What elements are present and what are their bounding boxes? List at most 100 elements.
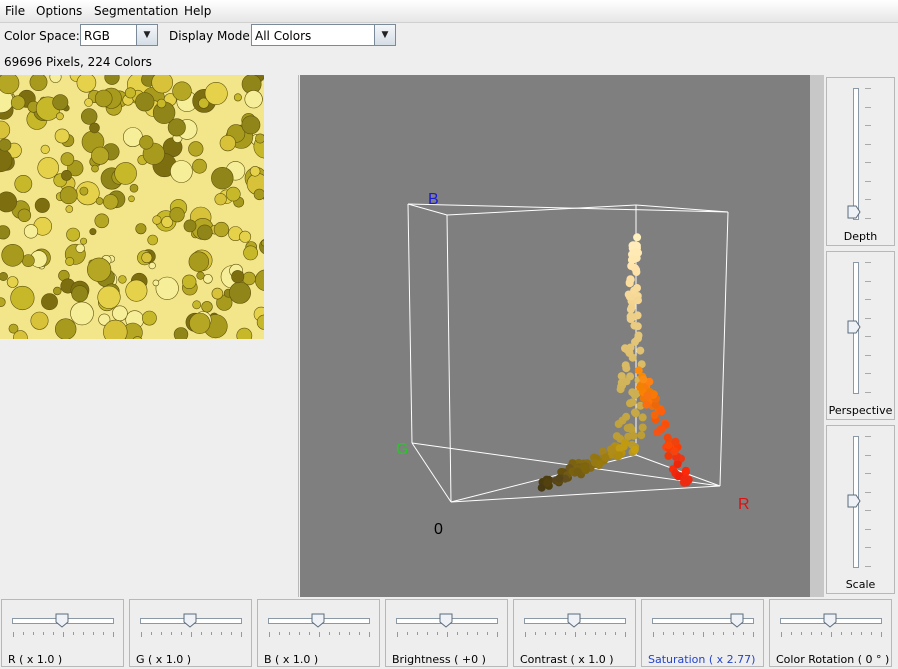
texture-dot xyxy=(135,223,147,235)
texture-dot xyxy=(21,254,35,267)
menu-segmentation[interactable]: Segmentation xyxy=(94,4,179,18)
g-slider-thumb[interactable] xyxy=(183,613,197,628)
slider-tick xyxy=(865,436,871,437)
scale-slider-panel: Scale xyxy=(826,425,895,594)
color-rotation-slider-label: Color Rotation ( 0 ° ) xyxy=(776,653,890,666)
texture-dot xyxy=(125,279,148,302)
color-point xyxy=(607,445,616,454)
source-image-thumbnail xyxy=(0,75,264,339)
texture-dot xyxy=(192,300,202,310)
slider-tick xyxy=(63,632,64,637)
display-mode-select[interactable]: All Colors ▼ xyxy=(251,24,396,46)
texture-dot xyxy=(30,311,49,330)
color-point xyxy=(651,400,660,409)
texture-dot xyxy=(253,188,264,201)
slider-tick xyxy=(447,632,448,637)
color-point xyxy=(680,478,689,487)
texture-dot xyxy=(23,224,39,239)
slider-tick xyxy=(723,632,724,635)
texture-dot xyxy=(148,262,156,270)
texture-dot xyxy=(70,301,94,326)
cube-edge xyxy=(446,204,637,216)
menu-file[interactable]: File xyxy=(5,4,26,18)
color-space-select[interactable]: RGB ▼ xyxy=(80,24,158,46)
slider-tick xyxy=(535,632,536,635)
cube-edge xyxy=(407,203,448,216)
scale-slider-label: Scale xyxy=(845,578,876,591)
contrast-slider-thumb[interactable] xyxy=(567,613,581,628)
texture-dot xyxy=(226,186,241,202)
depth-slider-thumb[interactable] xyxy=(847,205,861,219)
brightness-slider-thumb[interactable] xyxy=(439,613,453,628)
color-point xyxy=(623,346,632,355)
color-point xyxy=(615,444,624,453)
chevron-down-icon[interactable]: ▼ xyxy=(374,25,395,45)
slider-tick xyxy=(269,632,270,637)
texture-dot xyxy=(233,93,242,102)
texture-dot xyxy=(249,166,261,177)
b-slider-panel: B ( x 1.0 ) xyxy=(257,599,380,667)
menu-bar: File Options Segmentation Help xyxy=(0,0,898,23)
slider-tick xyxy=(359,632,360,635)
saturation-slider-track[interactable] xyxy=(652,618,754,624)
color-cube-view[interactable]: B G R 0 xyxy=(300,75,810,597)
slider-tick xyxy=(865,218,871,219)
slider-tick xyxy=(605,632,606,635)
color-point xyxy=(633,233,642,242)
texture-dot xyxy=(0,272,8,281)
cube-edge xyxy=(411,442,721,487)
texture-dot xyxy=(167,118,186,137)
depth-slider-track[interactable] xyxy=(853,88,859,220)
slider-tick xyxy=(83,632,84,635)
vertical-scrollbar[interactable] xyxy=(810,75,824,597)
color-point xyxy=(657,407,666,416)
scale-slider-thumb[interactable] xyxy=(847,494,861,508)
color-point xyxy=(637,431,646,440)
texture-dot xyxy=(214,193,227,206)
texture-dot xyxy=(0,225,11,240)
color-point xyxy=(622,412,631,421)
slider-tick xyxy=(201,632,202,635)
texture-dot xyxy=(255,269,264,291)
menu-help[interactable]: Help xyxy=(184,4,212,18)
texture-dot xyxy=(155,276,179,300)
color-point xyxy=(664,441,673,450)
color-point xyxy=(632,389,641,398)
color-point xyxy=(557,468,566,476)
cube-edge xyxy=(446,214,452,503)
texture-dot xyxy=(0,138,12,152)
g-slider-label: G ( x 1.0 ) xyxy=(136,653,192,666)
texture-dot xyxy=(244,90,263,109)
texture-dot xyxy=(59,186,78,205)
slider-tick xyxy=(231,632,232,635)
color-point xyxy=(632,265,641,274)
texture-dot xyxy=(40,144,50,154)
color-rotation-slider-thumb[interactable] xyxy=(823,613,837,628)
slider-tick xyxy=(467,632,468,635)
texture-dot xyxy=(71,285,89,303)
cube-edge xyxy=(719,211,729,487)
perspective-slider-thumb[interactable] xyxy=(847,320,861,334)
chevron-down-icon[interactable]: ▼ xyxy=(136,25,157,45)
texture-dot xyxy=(201,301,213,313)
texture-dot xyxy=(79,186,89,196)
texture-dot xyxy=(183,219,197,233)
color-point xyxy=(573,467,582,476)
color-space-label: Color Space: xyxy=(4,29,80,43)
texture-dot xyxy=(76,75,97,93)
r-slider-thumb[interactable] xyxy=(55,613,69,628)
texture-dot xyxy=(13,330,28,339)
color-point xyxy=(634,296,642,305)
color-point xyxy=(601,453,610,462)
texture-dot xyxy=(55,318,77,339)
color-point xyxy=(580,463,589,472)
b-slider-thumb[interactable] xyxy=(311,613,325,628)
color-point xyxy=(642,400,651,409)
texture-dot xyxy=(211,287,224,300)
saturation-slider-thumb[interactable] xyxy=(730,613,744,628)
menu-options[interactable]: Options xyxy=(36,4,83,18)
rgb-cube-plot[interactable]: B G R 0 xyxy=(300,75,810,597)
saturation-slider-label: Saturation ( x 2.77) xyxy=(648,653,756,666)
depth-slider-label: Depth xyxy=(843,230,878,243)
slider-tick xyxy=(865,280,871,282)
